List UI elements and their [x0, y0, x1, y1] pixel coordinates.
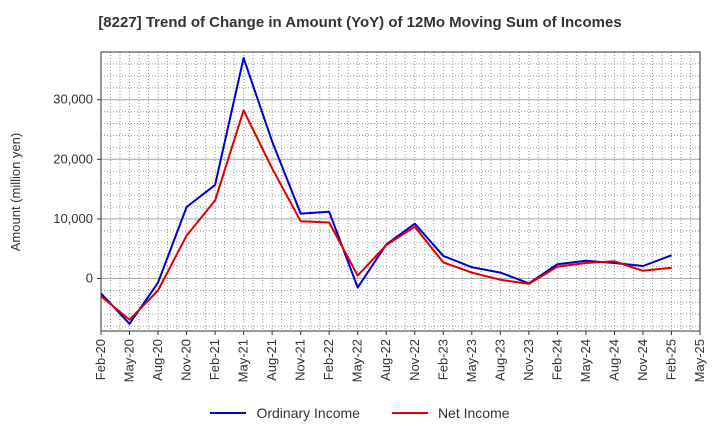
- y-axis-title: Amount (million yen): [8, 133, 23, 252]
- x-tick-label: Nov-22: [407, 339, 422, 381]
- y-tick-label: 0: [86, 271, 93, 286]
- legend-label-net-income: Net Income: [437, 405, 510, 421]
- x-tick-label: Aug-24: [606, 339, 621, 381]
- y-tick-label: 20,000: [53, 151, 93, 166]
- x-tick-label: Nov-21: [293, 339, 308, 381]
- legend-swatch-ordinary-income: [210, 412, 247, 414]
- legend-swatch-net-income: [391, 412, 428, 414]
- plot-border: [100, 51, 701, 332]
- y-tick-label: 30,000: [53, 92, 93, 107]
- x-tick-label: Aug-21: [264, 339, 279, 381]
- x-tick-label: May-20: [122, 339, 137, 382]
- x-tick-label: Feb-24: [549, 339, 564, 380]
- legend: Ordinary Income Net Income: [0, 405, 720, 421]
- x-tick-label: May-25: [692, 339, 707, 382]
- legend-item-ordinary-income: Ordinary Income: [210, 405, 360, 421]
- series-line-net-income: [100, 109, 672, 321]
- legend-item-net-income: Net Income: [391, 405, 510, 421]
- x-tick-label: Nov-23: [521, 339, 536, 381]
- x-tick-label: May-24: [578, 339, 593, 382]
- chart-title: [8227] Trend of Change in Amount (YoY) o…: [98, 14, 622, 31]
- x-tick-label: Nov-24: [635, 339, 650, 381]
- x-tick-label: May-22: [350, 339, 365, 382]
- x-tick-label: Aug-22: [378, 339, 393, 381]
- x-tick-label: Aug-20: [150, 339, 165, 381]
- x-tick-label: Feb-22: [321, 339, 336, 380]
- x-tick-label: Feb-20: [93, 339, 108, 380]
- x-tick-label: May-23: [464, 339, 479, 382]
- x-tick-label: Nov-20: [179, 339, 194, 381]
- x-tick-label: Aug-23: [492, 339, 507, 381]
- x-tick-label: Feb-23: [435, 339, 450, 380]
- x-tick-label: Feb-25: [663, 339, 678, 380]
- legend-label-ordinary-income: Ordinary Income: [256, 405, 360, 421]
- x-tick-label: Feb-21: [207, 339, 222, 380]
- x-tick-label: May-21: [236, 339, 251, 382]
- y-tick-label: 10,000: [53, 211, 93, 226]
